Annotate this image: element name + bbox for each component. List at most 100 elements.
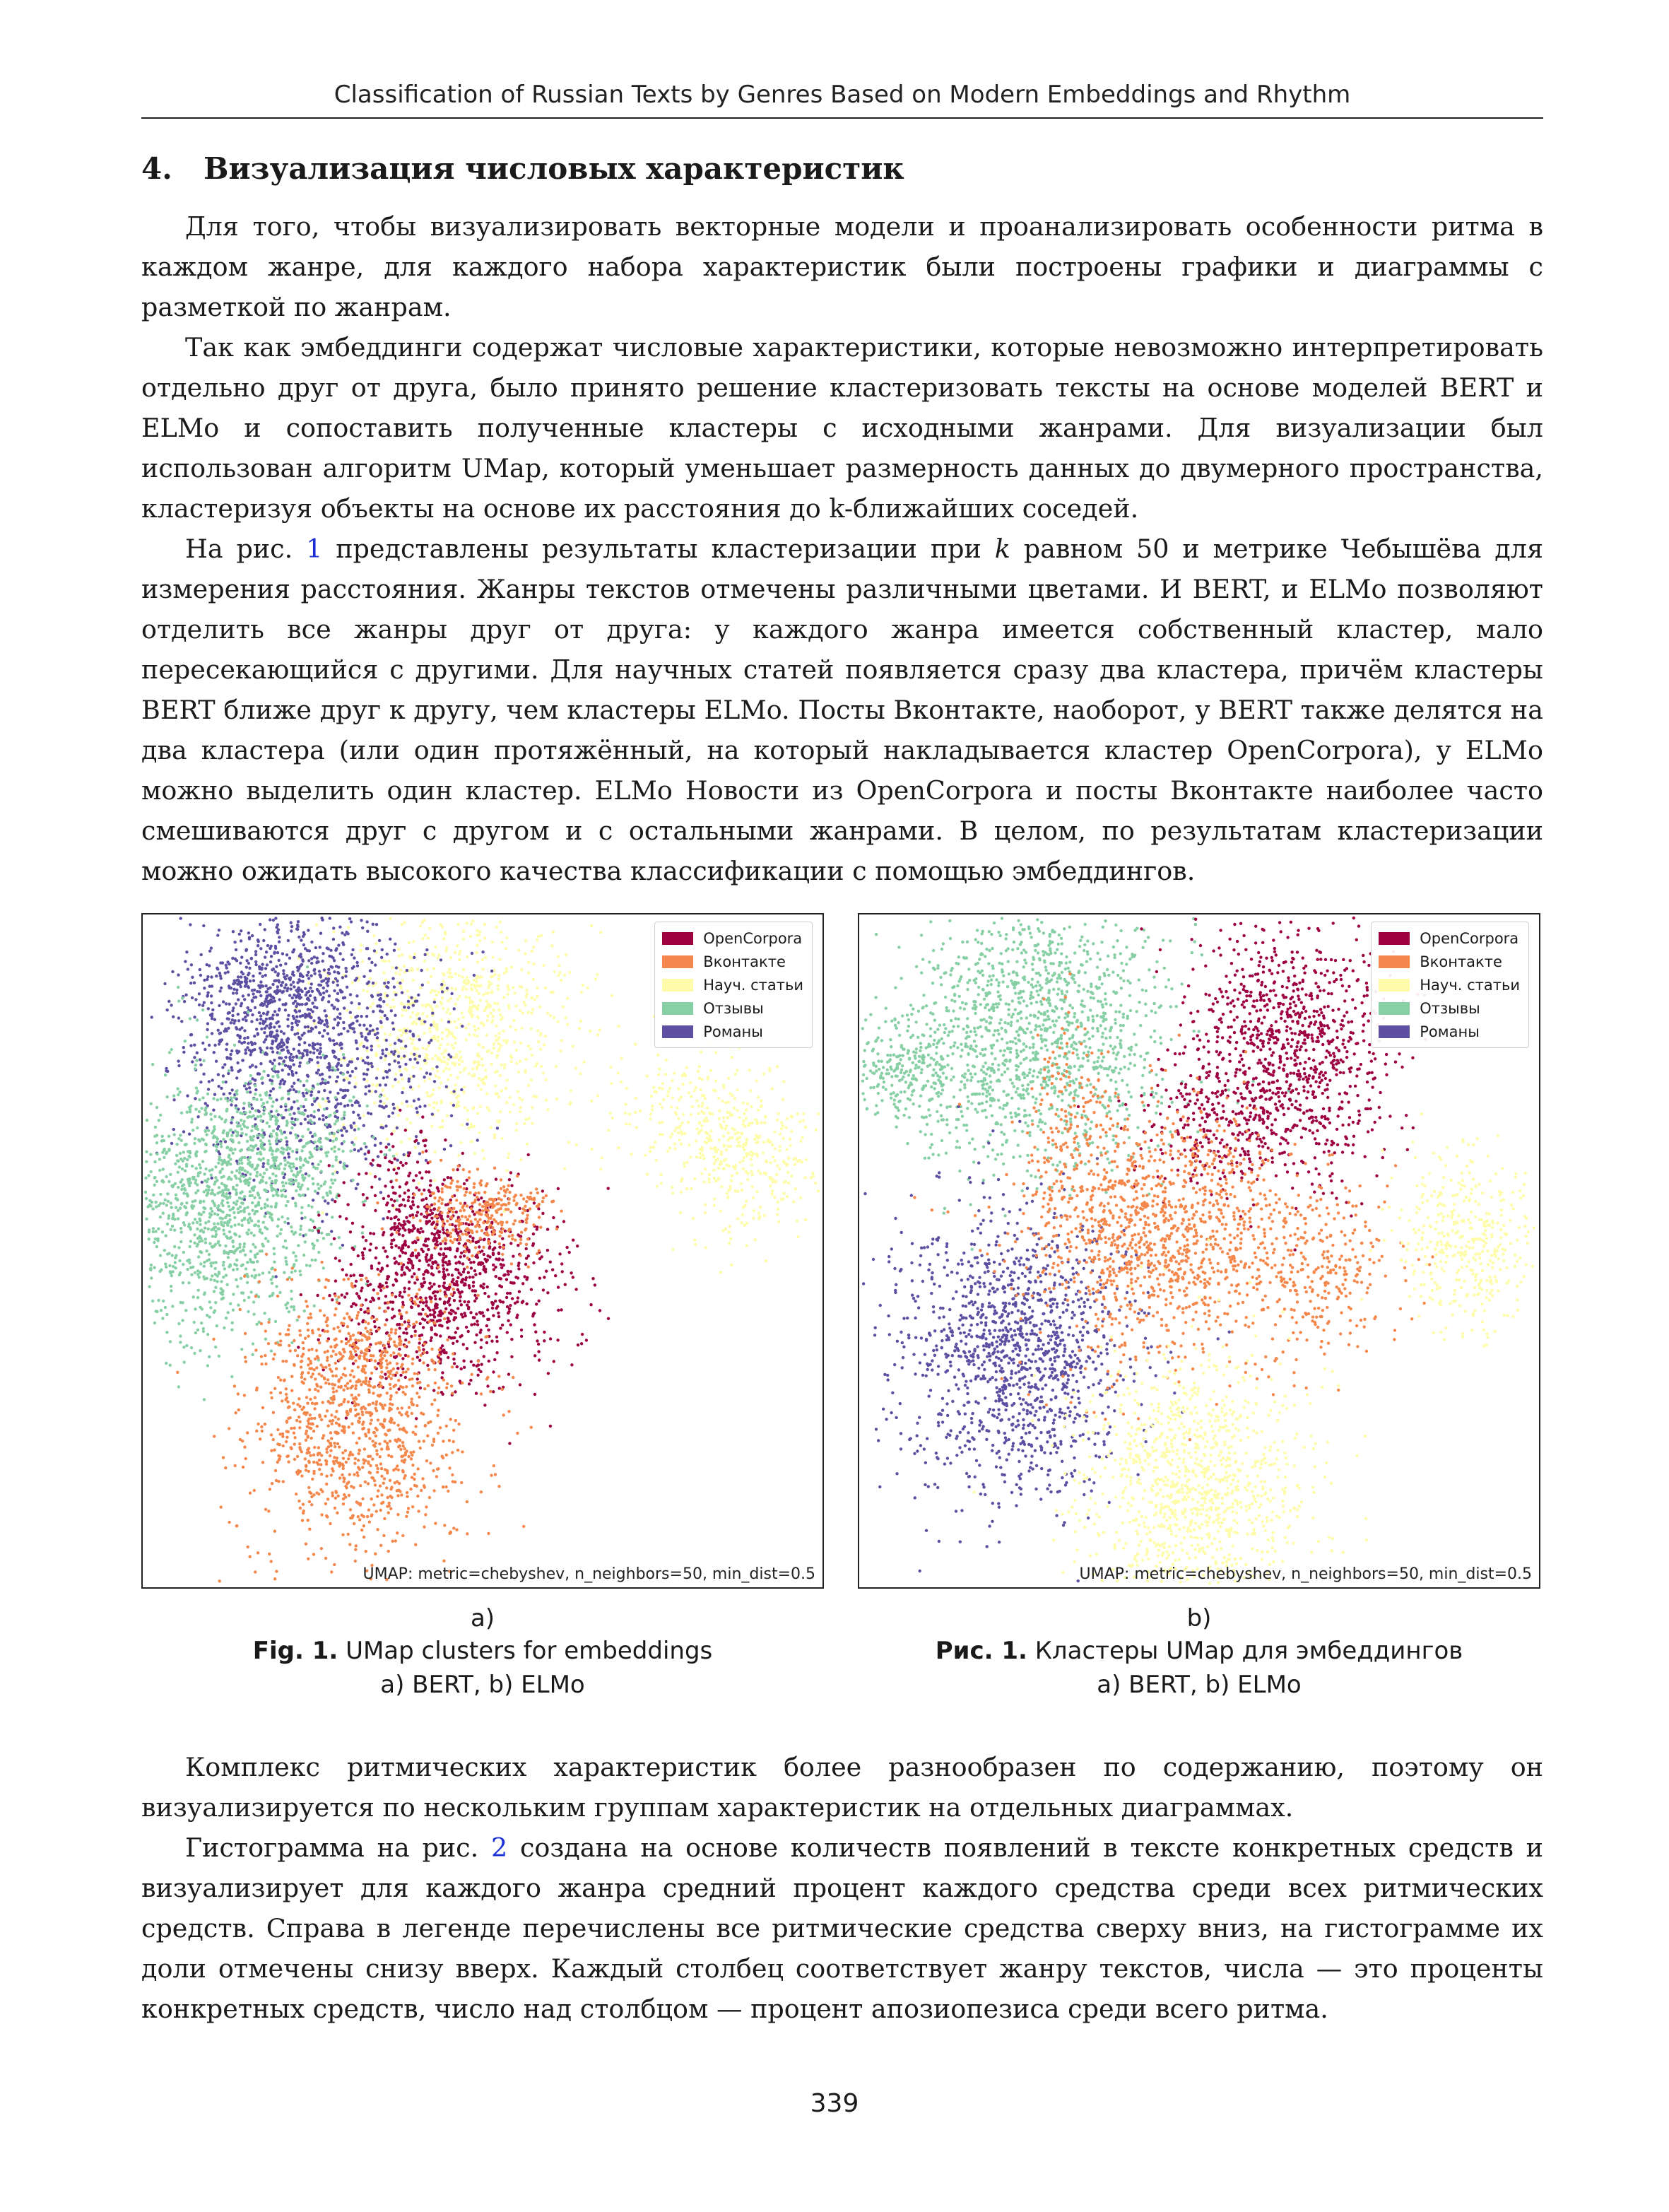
scatter-point <box>494 1265 497 1269</box>
scatter-point <box>532 963 536 966</box>
scatter-point <box>285 1262 288 1266</box>
scatter-point <box>709 1139 713 1143</box>
scatter-point <box>353 956 356 960</box>
scatter-point <box>264 1037 268 1042</box>
scatter-point <box>298 1233 302 1237</box>
scatter-point <box>211 1078 214 1082</box>
scatter-point <box>500 1063 503 1066</box>
scatter-point <box>440 1391 444 1394</box>
scatter-point <box>433 1294 437 1298</box>
scatter-point <box>727 1164 731 1167</box>
scatter-point <box>743 1124 747 1129</box>
umap-panel-bert: OpenCorpora Вконтакте Науч. статьи Отзыв… <box>141 913 824 1589</box>
scatter-point <box>403 1320 407 1324</box>
scatter-point <box>543 1035 547 1038</box>
scatter-point <box>679 1129 683 1134</box>
scatter-point <box>285 1143 289 1147</box>
scatter-point <box>343 933 347 936</box>
scatter-point <box>616 1146 620 1150</box>
scatter-point <box>218 971 222 975</box>
scatter-point <box>743 1223 746 1227</box>
scatter-point <box>384 1249 387 1253</box>
scatter-point <box>231 1009 235 1013</box>
scatter-point <box>295 1015 299 1018</box>
scatter-point <box>399 1290 402 1295</box>
scatter-point <box>513 992 517 995</box>
scatter-point <box>317 1229 320 1233</box>
scatter-point <box>736 1088 739 1092</box>
scatter-point <box>365 1049 370 1053</box>
scatter-point <box>223 1140 228 1143</box>
scatter-point <box>721 1100 724 1103</box>
scatter-point <box>470 951 474 955</box>
scatter-point <box>485 1018 490 1023</box>
scatter-point <box>198 1240 201 1243</box>
scatter-point <box>461 985 466 989</box>
scatter-point <box>387 1069 391 1072</box>
scatter-point <box>213 1242 218 1247</box>
scatter-point <box>393 1222 396 1225</box>
scatter-point <box>741 1132 744 1136</box>
scatter-point <box>219 986 223 990</box>
scatter-point <box>317 1137 321 1141</box>
scatter-point <box>246 1206 249 1209</box>
scatter-point <box>440 987 444 991</box>
scatter-point <box>421 1284 425 1288</box>
scatter-point <box>254 1117 257 1121</box>
scatter-point <box>319 1145 323 1148</box>
scatter-point <box>190 996 194 1000</box>
scatter-point <box>254 1088 258 1092</box>
scatter-point <box>345 1217 348 1220</box>
scatter-point <box>268 1026 271 1030</box>
scatter-point <box>334 1079 338 1083</box>
scatter-point <box>232 1095 236 1100</box>
scatter-point <box>361 1200 365 1204</box>
scatter-point <box>757 1169 760 1173</box>
scatter-point <box>280 1040 283 1044</box>
scatter-point <box>204 1188 208 1192</box>
scatter-point <box>256 1295 261 1299</box>
scatter-point <box>256 1201 261 1204</box>
scatter-point <box>247 1228 251 1232</box>
scatter-point <box>306 1061 309 1065</box>
scatter-point <box>193 1233 196 1237</box>
scatter-point <box>428 1184 432 1187</box>
figure-ref-link[interactable]: 1 <box>306 534 323 564</box>
scatter-point <box>240 970 244 974</box>
scatter-point <box>264 1189 269 1194</box>
scatter-point <box>599 1167 603 1171</box>
scatter-point <box>356 1182 360 1186</box>
scatter-point <box>277 958 281 963</box>
scatter-point <box>212 1097 216 1100</box>
scatter-point <box>527 1083 531 1088</box>
scatter-point <box>430 1093 435 1096</box>
scatter-point <box>271 1017 274 1020</box>
scatter-point <box>230 1099 234 1103</box>
scatter-point <box>446 1176 449 1179</box>
scatter-point <box>247 1146 250 1151</box>
scatter-point <box>292 1001 295 1005</box>
scatter-point <box>203 1206 207 1211</box>
scatter-point <box>287 1310 291 1314</box>
scatter-point <box>560 978 563 982</box>
scatter-point <box>752 1208 756 1213</box>
scatter-point <box>689 1112 693 1117</box>
scatter-point <box>216 1241 220 1245</box>
scatter-point <box>299 1273 302 1277</box>
scatter-point <box>240 1131 244 1135</box>
scatter-point <box>180 1178 184 1182</box>
scatter-point <box>241 1059 244 1062</box>
scatter-point <box>282 1188 286 1192</box>
scatter-point <box>177 1137 181 1141</box>
scatter-point <box>334 1095 337 1100</box>
scatter-point <box>732 1106 736 1110</box>
scatter-point <box>205 1249 208 1253</box>
scatter-point <box>725 1163 729 1167</box>
scatter-point <box>560 1039 563 1042</box>
scatter-point <box>252 1233 256 1237</box>
scatter-point <box>297 1064 302 1068</box>
scatter-point <box>257 1011 261 1015</box>
scatter-point <box>188 1110 192 1114</box>
scatter-point <box>759 1172 762 1175</box>
scatter-point <box>260 1027 264 1031</box>
